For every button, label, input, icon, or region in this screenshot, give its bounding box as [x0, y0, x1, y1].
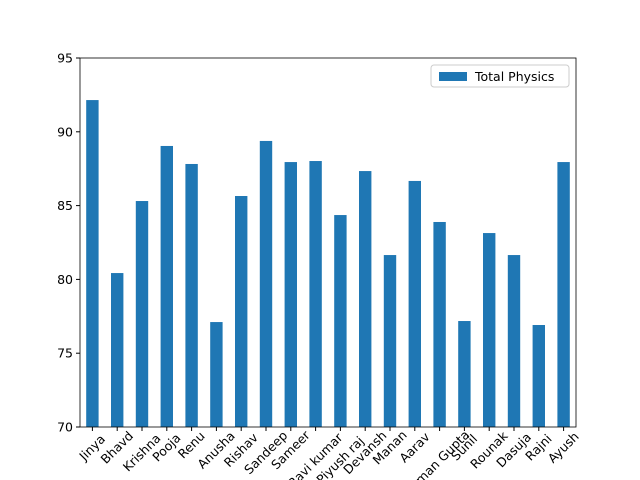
bar [458, 321, 471, 427]
bar [235, 196, 248, 427]
x-tick-label: Ayush [545, 429, 582, 466]
bar [309, 161, 322, 428]
y-tick-label: 95 [57, 51, 73, 66]
bar [86, 100, 99, 427]
bar [383, 255, 397, 427]
bar [160, 145, 173, 427]
bar [111, 273, 124, 427]
bar [284, 162, 297, 428]
legend-swatch [439, 72, 467, 81]
y-tick-label: 85 [57, 198, 73, 213]
bar [334, 215, 347, 427]
y-tick-label: 75 [57, 346, 73, 361]
legend-box [430, 64, 570, 88]
bar [507, 255, 521, 427]
y-tick-label: 80 [57, 272, 73, 287]
bar [359, 171, 372, 427]
legend-label: Total Physics [474, 69, 554, 84]
plot-frame [79, 57, 577, 428]
bar [210, 322, 223, 427]
bar [185, 163, 198, 427]
y-tick-label: 90 [57, 124, 73, 139]
bar [532, 325, 545, 427]
bar [135, 201, 149, 427]
y-tick-label: 70 [57, 420, 73, 435]
bar [557, 162, 570, 428]
bar [433, 221, 446, 427]
bar [408, 180, 421, 427]
bar [483, 233, 496, 427]
bar [259, 140, 273, 427]
